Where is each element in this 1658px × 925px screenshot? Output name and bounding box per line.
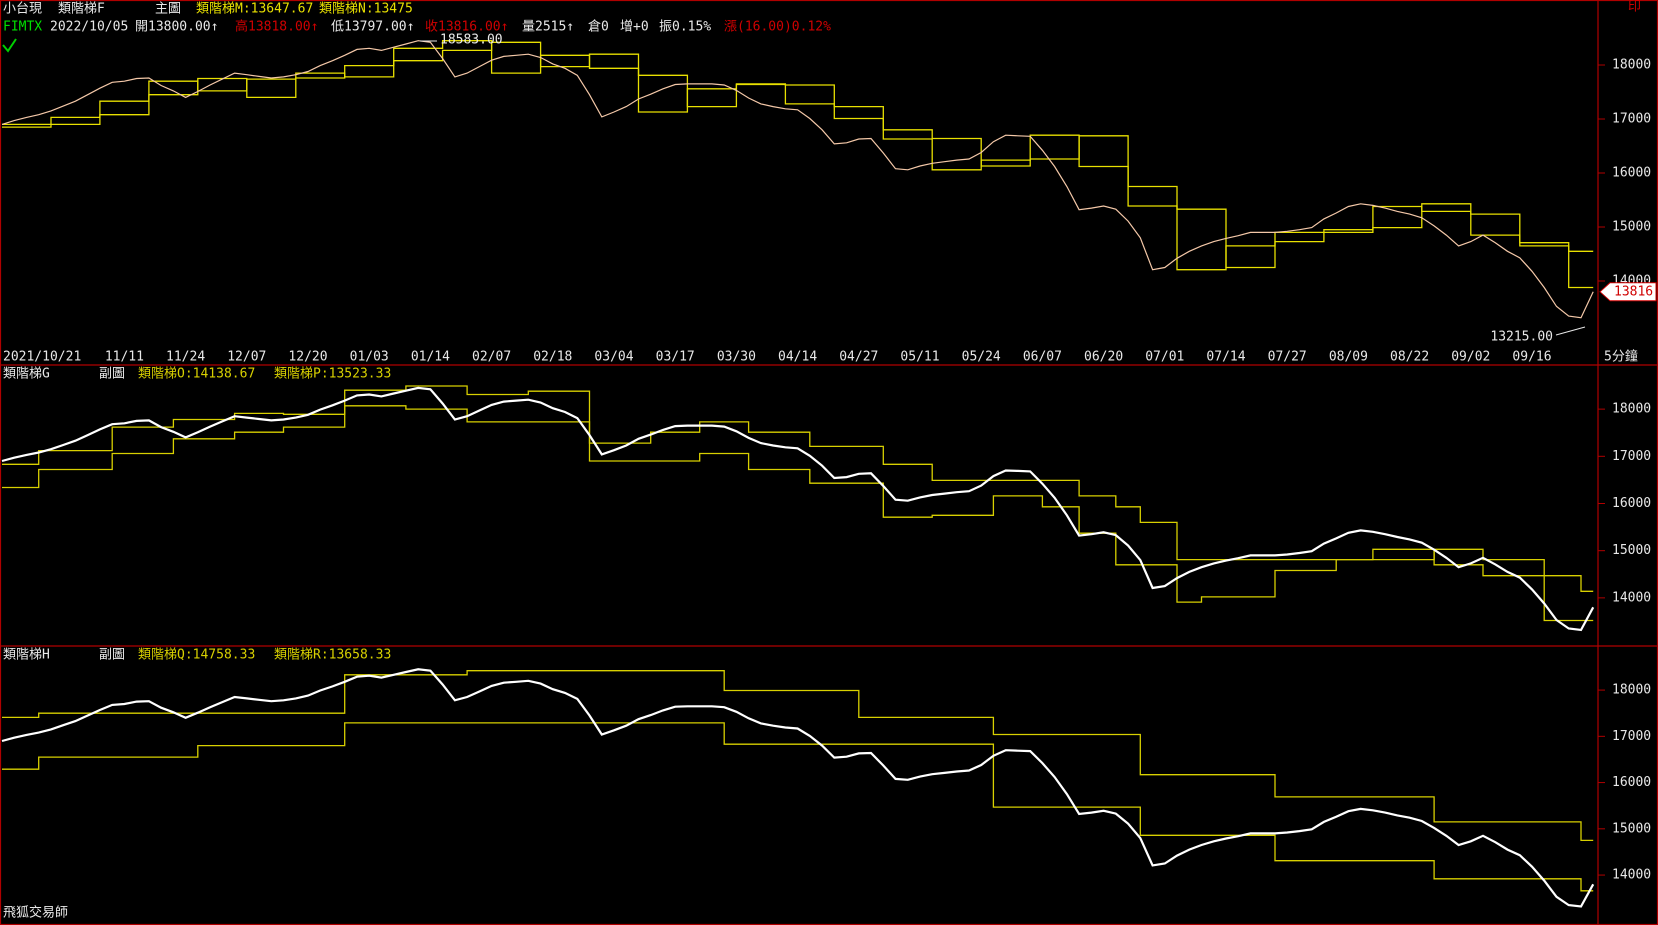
x-tick-label: 09/16 [1512, 350, 1551, 365]
high-label: 18583.00 [440, 33, 503, 48]
price-tag: 13816 [1614, 284, 1653, 299]
x-tick-label: 2021/10/21 [3, 350, 81, 365]
low-pointer [1555, 326, 1586, 336]
quote-field: 倉0 [588, 20, 609, 35]
step-line [2, 405, 1594, 622]
y-tick-label: 18000 [1612, 402, 1651, 417]
x-tick-label: 11/11 [105, 350, 144, 365]
quote-field: 開13800.00↑ [135, 20, 218, 35]
panel-title: 類階梯G [3, 367, 50, 382]
panel-subtitle: 副圖 [99, 367, 125, 382]
legend-entry: 類階梯Q:14758.33 [138, 648, 255, 663]
low-label: 13215.00 [1490, 330, 1553, 345]
y-tick-label: 16000 [1612, 166, 1651, 181]
x-tick-label: 07/14 [1206, 350, 1245, 365]
y-tick-label: 18000 [1612, 683, 1651, 698]
quote-field: 增+0 [620, 20, 649, 35]
x-tick-label: 01/03 [350, 350, 389, 365]
x-tick-label: 08/09 [1329, 350, 1368, 365]
period-label: 5分鐘 [1604, 349, 1638, 365]
price-tag-bg [1599, 282, 1657, 302]
panel-subtitle: 副圖 [99, 648, 125, 663]
x-tick-label: 08/22 [1390, 350, 1429, 365]
y-tick-label: 17000 [1612, 112, 1651, 127]
x-tick-label: 12/07 [227, 350, 266, 365]
panel-subtitle: 主圖 [155, 2, 181, 17]
x-tick-label: 04/14 [778, 350, 817, 365]
quote-field: FIMTX [3, 20, 42, 35]
x-tick-label: 03/30 [717, 350, 756, 365]
footer: 飛狐交易師 [3, 905, 68, 921]
x-tick-label: 06/07 [1023, 350, 1062, 365]
x-tick-label: 03/17 [656, 350, 695, 365]
step-line [2, 41, 1594, 269]
price-line [1, 386, 1595, 632]
x-tick-label: 11/24 [166, 350, 205, 365]
legend-entry: 類階梯M:13647.67 [196, 2, 313, 17]
y-tick-label: 16000 [1612, 496, 1651, 511]
x-tick-label: 04/27 [839, 350, 878, 365]
x-tick-label: 07/27 [1268, 350, 1307, 365]
y-tick-label: 14000 [1612, 590, 1651, 605]
y-tick-label: 16000 [1612, 775, 1651, 790]
step-line [2, 670, 1594, 842]
quote-field: 2022/10/05 [50, 20, 128, 35]
y-tick-label: 17000 [1612, 729, 1651, 744]
quote-field: 高13818.00↑ [235, 19, 318, 35]
x-tick-label: 01/14 [411, 350, 450, 365]
x-tick-label: 09/02 [1451, 350, 1490, 365]
quote-field: 漲(16.00)0.12% [724, 20, 831, 35]
legend-entry: 類階梯R:13658.33 [274, 648, 391, 663]
x-tick-label: 05/24 [962, 350, 1001, 365]
quote-field: 振0.15% [659, 20, 711, 35]
step-line [2, 722, 1594, 892]
y-tick-label: 15000 [1612, 543, 1651, 558]
panel-title: 類階梯H [3, 648, 50, 663]
x-tick-label: 02/07 [472, 350, 511, 365]
panel-title: 類階梯F [58, 2, 105, 17]
quote-field: 低13797.00↑ [331, 20, 414, 35]
price-line [1, 668, 1595, 908]
quote-field: 收13816.00↑ [425, 20, 508, 35]
y-tick-label: 15000 [1612, 220, 1651, 235]
step-line [2, 385, 1594, 592]
x-tick-label: 05/11 [900, 350, 939, 365]
x-tick-label: 06/20 [1084, 350, 1123, 365]
legend-entry: 類階梯P:13523.33 [274, 367, 391, 382]
y-tick-label: 15000 [1612, 821, 1651, 836]
quote-field: 量2515↑ [522, 20, 574, 35]
price-line [1, 40, 1594, 319]
legend-entry: 類階梯O:14138.67 [138, 367, 255, 382]
check-icon [2, 38, 17, 53]
y-tick-label: 14000 [1612, 868, 1651, 883]
y-tick-label: 17000 [1612, 449, 1651, 464]
legend-entry: 類階梯N:13475 [319, 2, 413, 17]
x-tick-label: 07/01 [1145, 350, 1184, 365]
x-tick-label: 12/20 [288, 350, 327, 365]
y-tick-label: 18000 [1612, 58, 1651, 73]
step-line [2, 40, 1594, 289]
symbol-name: 小台現 [3, 2, 42, 17]
corner-mark: 印 [1628, 0, 1641, 15]
x-tick-label: 02/18 [533, 350, 572, 365]
x-tick-label: 03/04 [594, 350, 633, 365]
